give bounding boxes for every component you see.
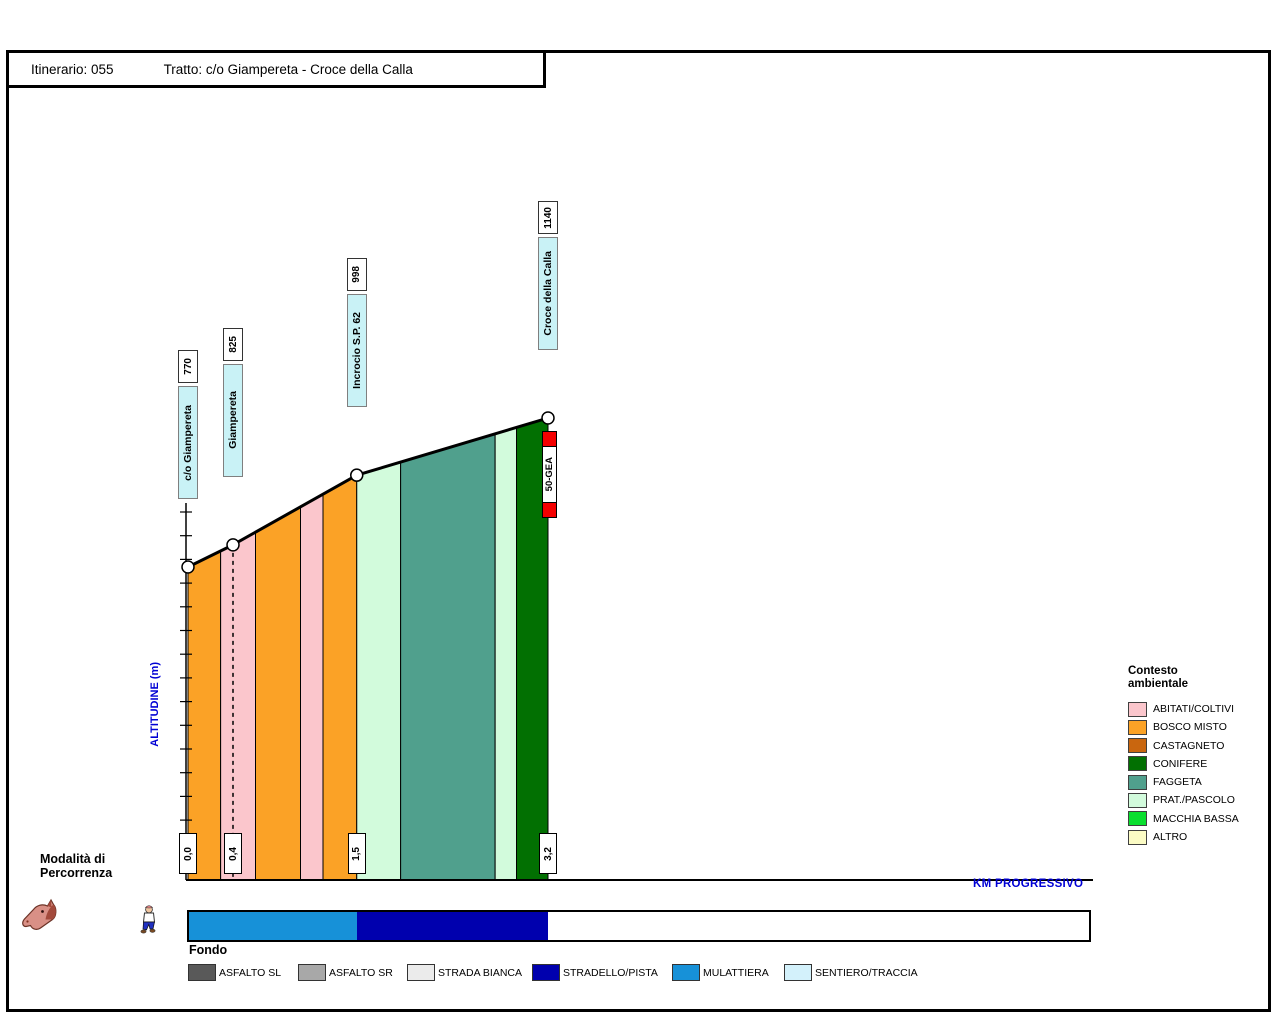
context-band-prat-pascolo — [356, 461, 402, 881]
tratto-label: Tratto: c/o Giampereta - Croce della Cal… — [163, 61, 413, 77]
contesto-legend-item: ALTRO — [1128, 828, 1278, 846]
contesto-label: ABITATI/COLTIVI — [1153, 703, 1235, 715]
trail-marker-label-box: 50-GEA — [542, 447, 557, 502]
fondo-legend-item: ASFALTO SL — [188, 964, 281, 981]
fondo-swatch — [407, 964, 435, 981]
trail-marker-red-top — [542, 431, 557, 447]
elevation-profile-line — [187, 416, 549, 569]
altitude-axis-label: ALTITUDINE (m) — [149, 661, 161, 747]
context-band-bosco-misto — [187, 550, 222, 881]
contesto-label: CASTAGNETO — [1153, 739, 1225, 752]
itinerario-label: Itinerario: 055 — [31, 61, 114, 77]
contesto-swatch — [1128, 719, 1147, 735]
contesto-swatch — [1128, 829, 1147, 845]
contesto-label: ALTRO — [1153, 831, 1188, 844]
contesto-swatch — [1128, 701, 1147, 717]
trail-marker-label: 50-GEA — [544, 457, 555, 492]
waypoint-point — [541, 411, 555, 425]
contesto-legend: Contesto ambientale ABITATI/COLTIVI BOSCO… — [1128, 665, 1278, 846]
contesto-swatch — [1128, 811, 1147, 827]
fondo-label: STRADELLO/PISTA — [563, 966, 658, 979]
fondo-label: ASFALTO SR — [329, 966, 393, 979]
hiker-icon — [140, 905, 156, 934]
title-bar: Itinerario: 055 Tratto: c/o Giampereta -… — [6, 50, 546, 88]
context-band-prat-pascolo — [494, 426, 517, 881]
fondo-legend-item: SENTIERO/TRACCIA — [784, 964, 918, 981]
fondo-swatch — [298, 964, 326, 981]
fondo-legend-item: STRADELLO/PISTA — [532, 964, 658, 981]
fondo-swatch — [188, 964, 216, 981]
contesto-swatch — [1128, 792, 1147, 808]
horse-icon — [22, 898, 57, 930]
fondo-label: MULATTIERA — [703, 966, 769, 979]
km-axis-label: KM PROGRESSIVO — [973, 878, 1084, 890]
modalita-title: Modalità di Percorrenza — [40, 852, 113, 880]
contesto-legend-item: CONIFERE — [1128, 755, 1278, 773]
fondo-label: SENTIERO/TRACCIA — [815, 966, 918, 979]
context-band-faggeta — [400, 433, 496, 881]
contesto-label: MACCHIA BASSA — [1153, 812, 1239, 825]
context-band-bosco-misto — [255, 505, 301, 881]
contesto-label: FAGGETA — [1153, 776, 1202, 789]
contesto-swatch — [1128, 756, 1147, 772]
waypoint-point — [226, 538, 240, 552]
fondo-swatch — [784, 964, 812, 981]
fondo-swatch — [532, 964, 560, 981]
fondo-legend-item: ASFALTO SR — [298, 964, 393, 981]
fondo-legend-title: Fondo — [189, 943, 228, 957]
contesto-legend-item: CASTAGNETO — [1128, 737, 1278, 755]
fondo-label: ASFALTO SL — [219, 966, 282, 979]
fondo-swatch — [672, 964, 700, 981]
context-band-abitati-coltivi — [220, 531, 256, 881]
contesto-legend-item: MACCHIA BASSA — [1128, 810, 1278, 828]
contesto-legend-item: FAGGETA — [1128, 773, 1278, 791]
contesto-swatch — [1128, 774, 1147, 790]
fondo-progress-bar — [187, 910, 1091, 942]
fondo-label: STRADA BIANCA — [438, 966, 523, 979]
contesto-label: BOSCO MISTO — [1153, 721, 1227, 734]
waypoint-point — [181, 560, 195, 574]
trail-marker-50-gea: 50-GEA — [542, 431, 557, 518]
contesto-legend-item: ABITATI/COLTIVI — [1128, 700, 1278, 718]
fondo-bar-segment-stradello-pista — [356, 912, 548, 940]
context-band-abitati-coltivi — [300, 493, 324, 881]
contesto-legend-item: PRAT./PASCOLO — [1128, 791, 1278, 809]
trail-marker-red-bottom — [542, 502, 557, 518]
fondo-bar-segment-mulattiera — [189, 912, 358, 940]
context-band-bosco-misto — [322, 474, 358, 881]
fondo-legend-item: STRADA BIANCA — [407, 964, 522, 981]
contesto-legend-item: BOSCO MISTO — [1128, 718, 1278, 736]
contesto-label: PRAT./PASCOLO — [1153, 794, 1235, 807]
contesto-swatch — [1128, 738, 1147, 754]
waypoint-point — [350, 468, 364, 482]
contesto-label: CONIFERE — [1153, 757, 1208, 770]
fondo-legend-item: MULATTIERA — [672, 964, 769, 981]
contesto-legend-title: Contesto ambientale — [1128, 665, 1189, 690]
